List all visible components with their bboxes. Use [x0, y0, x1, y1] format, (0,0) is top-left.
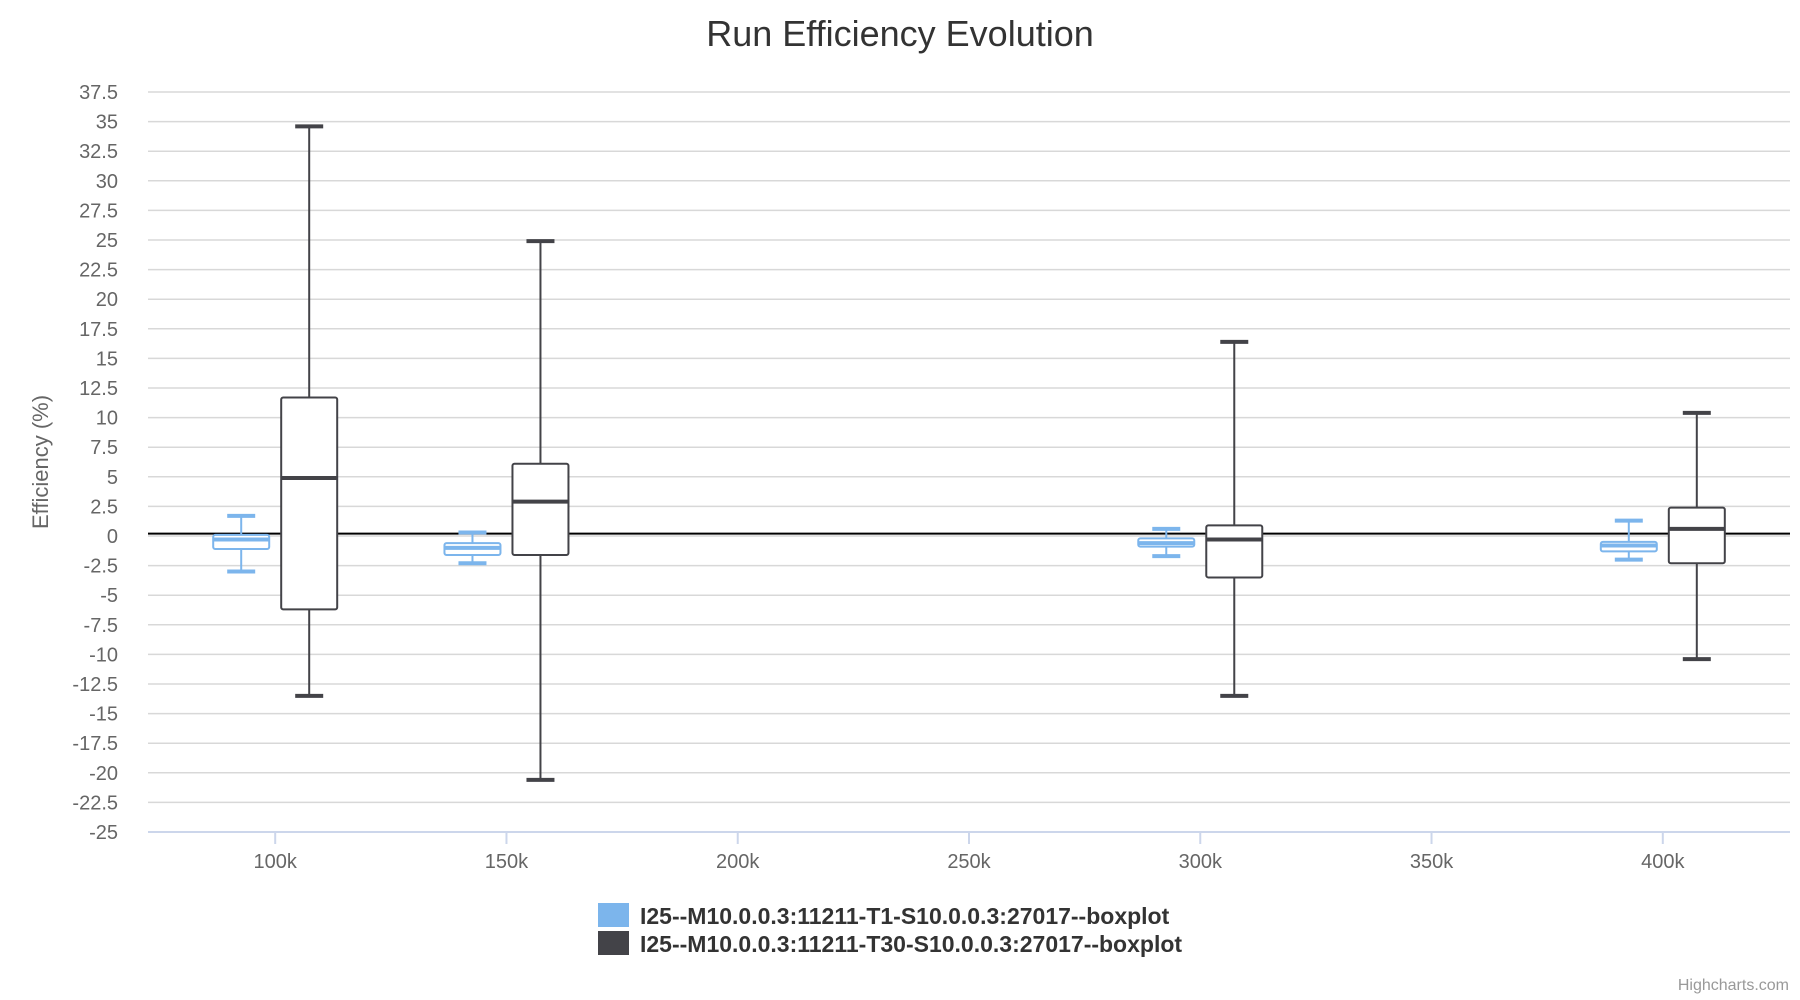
y-tick-label: 22.5 [79, 260, 118, 282]
grid-lines [148, 91, 1790, 804]
y-tick-label: -10 [89, 644, 118, 666]
box-body [511, 462, 570, 556]
y-tick-label: -17.5 [72, 733, 118, 755]
x-tick-label: 250k [947, 851, 991, 873]
legend-swatch [598, 931, 629, 955]
y-tick-label: -2.5 [84, 556, 118, 578]
y-tick-label: 5 [107, 467, 118, 489]
x-tick-label: 350k [1410, 851, 1454, 873]
y-tick-label: 7.5 [90, 437, 118, 459]
y-tick-label: -12.5 [72, 674, 118, 696]
legend-item[interactable]: I25--M10.0.0.3:11211-T30-S10.0.0.3:27017… [598, 931, 1182, 957]
series-boxes [212, 124, 1726, 782]
y-tick-label: 25 [96, 230, 118, 252]
x-tick-label: 100k [254, 851, 298, 873]
y-tick-label: 32.5 [79, 141, 118, 163]
y-tick-label: 2.5 [90, 496, 118, 518]
chart-title: Run Efficiency Evolution [706, 13, 1094, 54]
legend[interactable]: I25--M10.0.0.3:11211-T1-S10.0.0.3:27017-… [598, 903, 1182, 957]
y-tick-label: 30 [96, 171, 118, 193]
y-tick-label: 0 [107, 526, 118, 548]
y-tick-label: 15 [96, 348, 118, 370]
box-point[interactable] [511, 239, 570, 782]
x-tick-label: 200k [716, 851, 760, 873]
legend-label: I25--M10.0.0.3:11211-T30-S10.0.0.3:27017… [640, 931, 1182, 957]
y-tick-label: -15 [89, 704, 118, 726]
box-point[interactable] [1205, 339, 1264, 698]
x-tick-label: 400k [1641, 851, 1685, 873]
y-tick-label: -22.5 [72, 792, 118, 814]
x-tick-label: 300k [1179, 851, 1223, 873]
box-body [280, 396, 339, 611]
y-tick-label: 10 [96, 408, 118, 430]
y-axis-ticks: -25 -22.5 -20 -17.5 -15 -12.5 -10 -7.5 -5 -2.5 0 2.… [72, 82, 118, 844]
box-body [1205, 524, 1264, 579]
y-axis-label: Efficiency (%) [28, 395, 53, 529]
box-point[interactable] [1137, 526, 1196, 559]
box-point[interactable] [1599, 518, 1658, 562]
y-tick-label: 20 [96, 289, 118, 311]
box-body [212, 533, 271, 551]
box-body [1667, 506, 1726, 565]
y-tick-label: -20 [89, 763, 118, 785]
y-tick-label: 12.5 [79, 378, 118, 400]
y-tick-label: -25 [89, 822, 118, 844]
y-tick-label: -5 [100, 585, 118, 607]
y-tick-label: 37.5 [79, 82, 118, 104]
x-axis: 100k 150k 200k 250k 300k 350k 400k [148, 831, 1790, 873]
credits-link[interactable]: Highcharts.com [1678, 977, 1789, 994]
box-point[interactable] [212, 513, 271, 574]
legend-swatch [598, 903, 629, 927]
box-point[interactable] [280, 124, 339, 698]
y-tick-label: 17.5 [79, 319, 118, 341]
legend-item[interactable]: I25--M10.0.0.3:11211-T1-S10.0.0.3:27017-… [598, 903, 1170, 929]
y-tick-label: -7.5 [84, 615, 118, 637]
y-tick-label: 35 [96, 112, 118, 134]
box-point[interactable] [443, 530, 502, 566]
y-tick-label: 27.5 [79, 200, 118, 222]
box-point[interactable] [1667, 410, 1726, 662]
legend-label: I25--M10.0.0.3:11211-T1-S10.0.0.3:27017-… [640, 903, 1170, 929]
x-tick-label: 150k [485, 851, 529, 873]
